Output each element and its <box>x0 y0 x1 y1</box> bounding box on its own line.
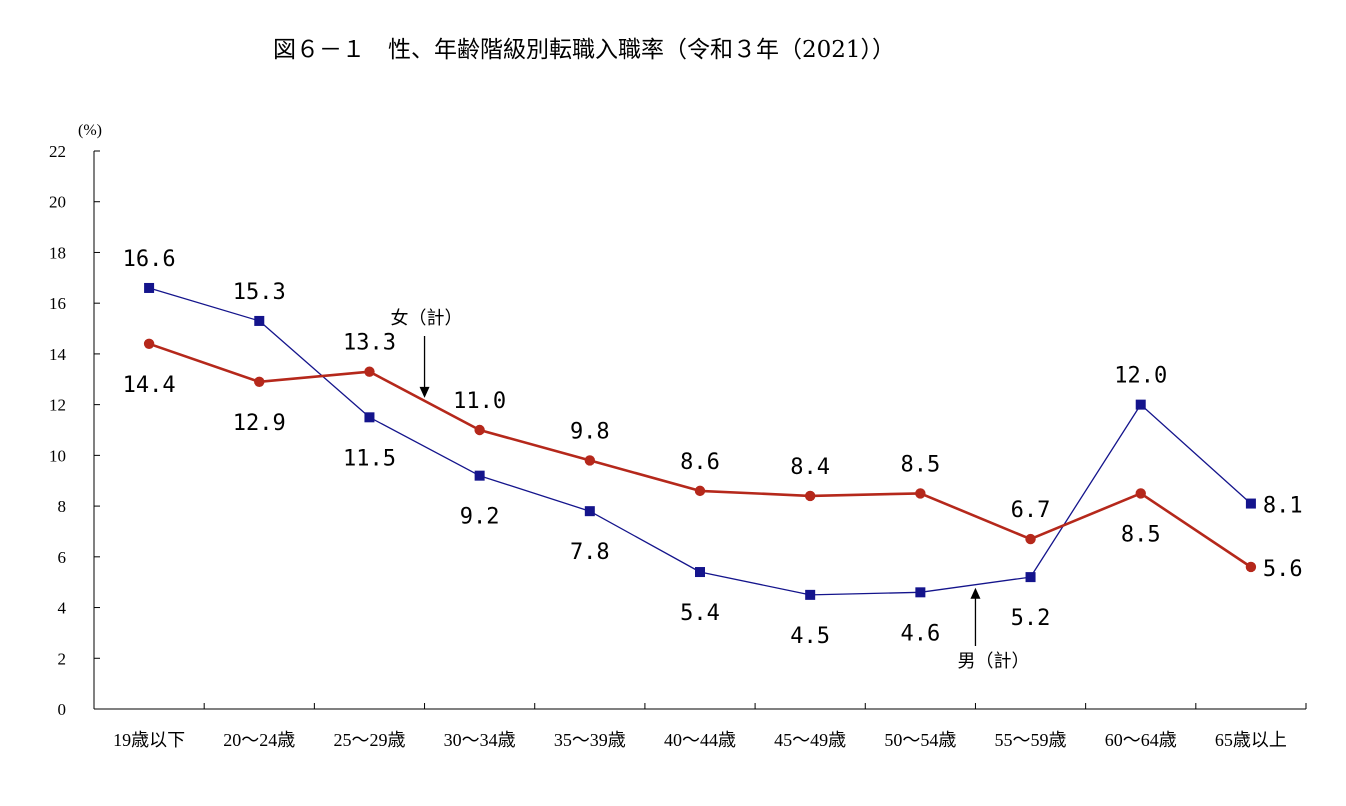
axes <box>93 151 1306 710</box>
data-label-male: 5.4 <box>680 601 720 626</box>
y-tick-label: 6 <box>58 548 67 567</box>
x-tick-label: 30～34歳 <box>444 730 516 750</box>
y-tick-label: 18 <box>49 243 66 262</box>
data-label-male: 12.0 <box>1114 364 1167 389</box>
data-label-male: 11.5 <box>343 446 396 471</box>
data-label-male: 9.2 <box>460 505 500 530</box>
data-point-male <box>1245 498 1256 509</box>
data-label-male: 4.6 <box>900 621 940 646</box>
data-label-male: 7.8 <box>570 540 610 565</box>
data-point-male <box>805 589 816 600</box>
data-labels-layer: 14.4 16.6 12.9 15.3 13.3 11.5 11.0 9.2 9.8 7.8 8.6… <box>123 247 1303 649</box>
x-tick-label: 20～24歳 <box>223 730 295 750</box>
annotation-arrowhead-female <box>419 386 430 398</box>
y-tick-label: 0 <box>58 700 67 719</box>
y-tick-label: 14 <box>49 345 67 364</box>
data-label-female: 9.8 <box>570 419 610 444</box>
series-layer <box>143 282 1257 600</box>
data-point-male <box>364 412 375 423</box>
y-axis-unit-label: (%) <box>78 122 102 139</box>
data-label-female: 12.9 <box>233 411 286 436</box>
y-tick-label: 16 <box>49 294 66 313</box>
data-point-female <box>364 366 375 377</box>
data-point-male <box>1025 572 1036 583</box>
x-tick-label: 35～39歳 <box>554 730 626 750</box>
data-point-female <box>474 424 485 436</box>
data-point-male <box>915 587 926 598</box>
x-tick-label: 45～49歳 <box>774 730 846 750</box>
annotation-male: 男（計） <box>957 651 1029 672</box>
x-axis-ticks: 19歳以下 20～24歳 25～29歳 30～34歳 35～39歳 40～44歳 45～49… <box>93 703 1307 750</box>
data-point-male <box>1135 399 1146 410</box>
x-tick-label: 25～29歳 <box>333 730 405 750</box>
data-point-female <box>1135 488 1146 499</box>
data-label-female: 8.6 <box>680 450 720 475</box>
data-label-male: 8.1 <box>1263 494 1303 519</box>
data-point-female <box>694 485 706 497</box>
y-tick-label: 8 <box>58 497 67 516</box>
y-tick-label: 10 <box>49 446 66 465</box>
data-label-female: 14.4 <box>123 373 176 398</box>
y-axis-ticks: 0 2 4 6 8 10 12 14 16 18 20 22 <box>49 142 100 719</box>
y-tick-label: 12 <box>49 396 66 415</box>
data-point-female <box>584 455 596 466</box>
data-point-male <box>695 567 705 578</box>
x-tick-label: 50～54歳 <box>884 730 956 750</box>
data-point-female <box>254 376 265 388</box>
x-tick-label: 40～44歳 <box>664 730 736 750</box>
x-tick-label: 55～59歳 <box>995 730 1067 750</box>
x-tick-label: 65歳以上 <box>1215 730 1287 750</box>
x-tick-label: 19歳以下 <box>113 730 185 750</box>
data-point-male <box>144 282 155 293</box>
y-tick-label: 4 <box>58 599 67 618</box>
x-tick-label: 60～64歳 <box>1105 730 1177 750</box>
series-line-male <box>148 287 1252 596</box>
annotations-layer: 女（計） 男（計） <box>391 308 1030 672</box>
annotation-arrowhead-male <box>970 587 981 599</box>
y-tick-label: 2 <box>58 649 67 668</box>
data-label-male: 4.5 <box>790 624 830 649</box>
data-label-male: 15.3 <box>233 280 286 305</box>
data-label-female: 5.6 <box>1263 557 1303 582</box>
data-label-female: 8.5 <box>1121 522 1161 547</box>
chart-title: 図６－１ 性、年齢階級別転職入職率（令和３年（2021）） <box>273 37 895 63</box>
data-label-male: 16.6 <box>123 247 176 272</box>
data-label-female: 6.7 <box>1011 498 1051 523</box>
annotation-female: 女（計） <box>391 308 463 329</box>
data-point-female <box>1245 561 1257 573</box>
data-point-male <box>584 506 595 517</box>
data-point-male <box>254 315 265 326</box>
y-tick-label: 22 <box>49 142 66 161</box>
data-point-female <box>1025 533 1036 545</box>
data-label-female: 8.5 <box>900 452 940 477</box>
data-point-female <box>915 488 926 499</box>
data-label-female: 11.0 <box>453 389 506 414</box>
data-label-female: 13.3 <box>343 331 396 356</box>
data-label-female: 8.4 <box>790 455 830 480</box>
data-point-female <box>143 338 155 349</box>
data-label-male: 5.2 <box>1011 606 1051 631</box>
data-point-female <box>804 490 816 502</box>
y-tick-label: 20 <box>49 193 66 212</box>
data-point-male <box>474 470 485 481</box>
